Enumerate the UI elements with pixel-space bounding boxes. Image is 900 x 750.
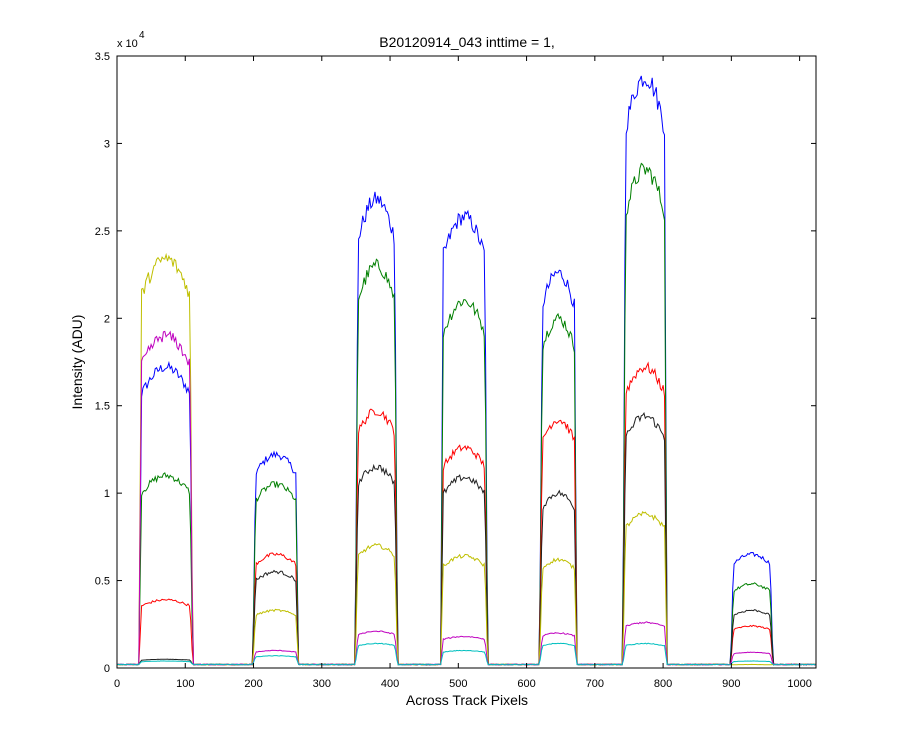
y-exponent-power: 4 <box>139 30 145 41</box>
y-axis-label: Intensity (ADU) <box>69 315 85 410</box>
y-tick-label: 3 <box>104 138 110 150</box>
x-axis-label: Across Track Pixels <box>406 692 528 708</box>
y-tick-label: 1.5 <box>95 401 110 413</box>
x-tick-label: 400 <box>381 678 399 690</box>
plot-area <box>116 55 817 669</box>
x-tick-label: 500 <box>449 678 467 690</box>
y-exponent-base: x 10 <box>117 38 138 50</box>
y-tick-label: 2 <box>104 313 110 325</box>
x-tick-label: 900 <box>722 678 740 690</box>
y-exponent-label: x 10 4 <box>117 30 145 50</box>
y-tick-label: 3.5 <box>95 51 110 63</box>
x-tick-label: 200 <box>244 678 262 690</box>
y-tick-labels: 0 0.5 1 1.5 2 2.5 3 3.5 <box>95 51 110 675</box>
x-tick-label: 600 <box>517 678 535 690</box>
x-tick-label: 100 <box>176 678 194 690</box>
plot-frame <box>116 55 817 669</box>
plot-background <box>117 56 816 668</box>
series-layer <box>116 75 817 666</box>
x-tick-label: 700 <box>586 678 604 690</box>
y-tick-label: 1 <box>104 488 110 500</box>
x-tick-label: 300 <box>313 678 331 690</box>
series-line-7 <box>116 642 816 666</box>
y-tick-label: 0 <box>104 663 110 675</box>
x-tick-label: 1000 <box>787 678 811 690</box>
x-tick-labels: 0 100 200 300 400 500 600 700 800 900 1000 <box>114 678 812 690</box>
x-tick-label: 0 <box>114 678 120 690</box>
x-tick-label: 800 <box>654 678 672 690</box>
y-tick-label: 2.5 <box>95 226 110 238</box>
chart-title: B20120914_043 inttime = 1, <box>379 34 555 50</box>
y-tick-label: 0.5 <box>95 576 110 588</box>
